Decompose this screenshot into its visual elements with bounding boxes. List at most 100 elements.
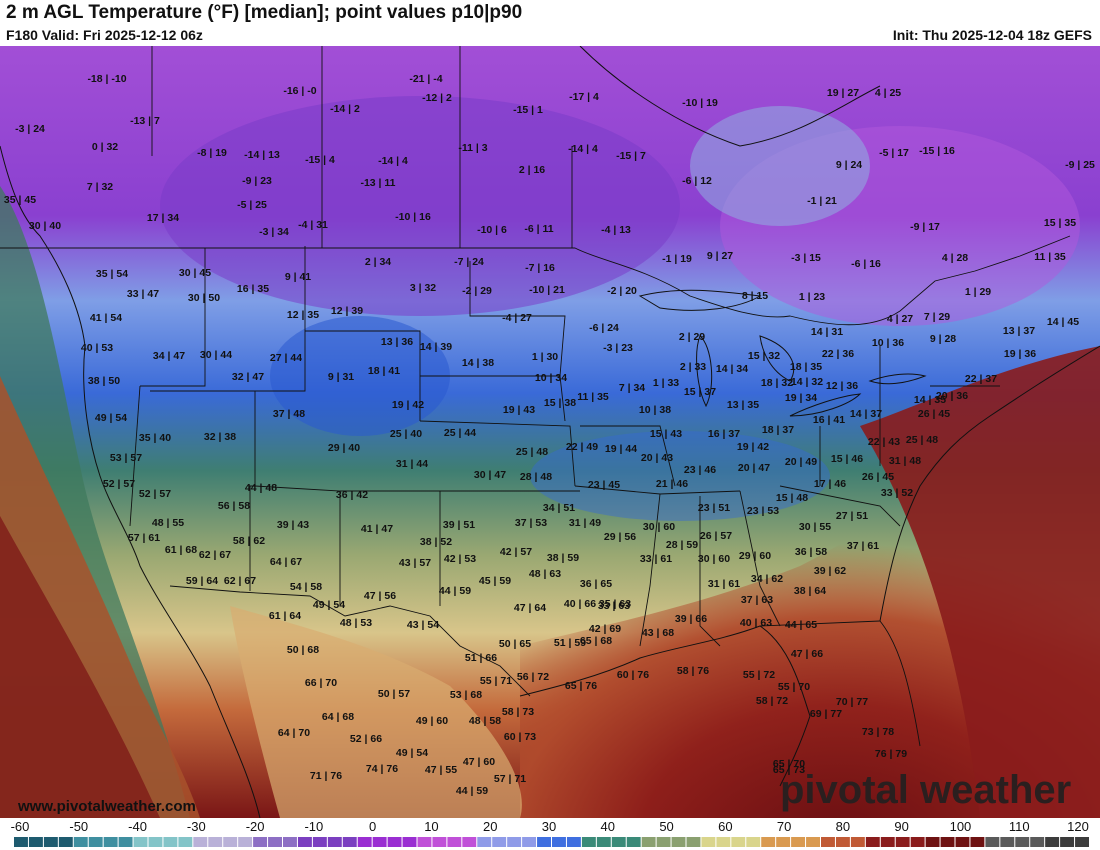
point-value-label: 18 | 41 [368,365,400,377]
point-value-label: 44 | 59 [439,585,471,597]
brand-logo: pivotal weather [780,768,1072,812]
point-value-label: 27 | 44 [270,352,302,364]
point-value-label: 8 | 15 [742,290,768,302]
point-value-label: -15 | 4 [305,154,335,166]
point-value-label: 9 | 24 [836,159,862,171]
point-value-label: 49 | 54 [313,599,345,611]
point-value-label: 35 | 54 [96,268,128,280]
point-value-label: 66 | 70 [305,677,337,689]
colorbar-segment [387,837,402,847]
point-value-label: -10 | 19 [682,97,718,109]
point-value-label: -3 | 15 [791,252,821,264]
colorbar-segment [402,837,417,847]
point-value-label: 14 | 34 [716,363,748,375]
colorbar-segment [58,837,73,847]
point-value-label: 29 | 40 [328,442,360,454]
point-value-label: 55 | 71 [480,675,512,687]
colorbar-segment [552,837,566,847]
init-time: Init: Thu 2025-12-04 18z GEFS [892,27,1092,43]
point-value-label: 41 | 54 [90,312,122,324]
point-value-label: 44 | 59 [456,785,488,797]
point-value-label: -9 | 17 [910,221,940,233]
point-value-label: 26 | 45 [918,408,950,420]
point-value-label: 41 | 47 [361,523,393,535]
point-value-label: 36 | 42 [336,489,368,501]
point-value-label: 30 | 40 [29,220,61,232]
colorbar-segment [611,837,626,847]
point-value-label: 17 | 46 [814,478,846,490]
point-value-label: 13 | 37 [1003,325,1035,337]
site-url: www.pivotalweather.com [18,798,196,815]
colorbar-segment [925,837,940,847]
point-value-label: 58 | 72 [756,695,788,707]
point-value-label: -6 | 12 [682,175,712,187]
point-value-label: 71 | 76 [310,770,342,782]
point-value-label: 20 | 36 [936,390,968,402]
point-value-label: 52 | 57 [139,488,171,500]
colorbar-segment [327,837,342,847]
point-value-label: 26 | 57 [700,530,732,542]
point-value-label: 15 | 48 [776,492,808,504]
point-value-label: -15 | 16 [919,145,955,157]
point-value-label: 39 | 62 [814,565,846,577]
point-value-label: 61 | 68 [165,544,197,556]
point-value-label: 57 | 71 [494,773,526,785]
point-value-label: 50 | 65 [499,638,531,650]
colorbar-tick-label: 120 [1067,819,1089,834]
point-value-label: 19 | 36 [1004,348,1036,360]
point-value-label: 25 | 44 [444,427,476,439]
mexico-warm [230,606,522,818]
point-value-label: 58 | 62 [233,535,265,547]
colorbar-segment [462,837,477,847]
colorbar-segment [43,837,58,847]
point-value-label: -21 | -4 [409,73,442,85]
colorbar-segment [14,837,28,847]
colorbar-segment [432,837,447,847]
atlantic-coastline [879,345,1100,622]
point-value-label: 60 | 76 [617,669,649,681]
pacific-coastline [0,145,261,818]
point-value-label: 40 | 66 [564,598,596,610]
point-value-label: -13 | 7 [130,115,160,127]
colorbar-segment [492,837,507,847]
point-value-label: 65 | 73 [773,764,805,776]
canada-cold-core [160,96,680,316]
point-value-label: 31 | 44 [396,458,428,470]
point-value-label: 9 | 41 [285,271,311,283]
point-value-label: 16 | 37 [708,428,740,440]
point-value-label: -18 | -10 [87,73,126,85]
colorbar-tick-label: 0 [369,819,377,834]
point-value-label: 7 | 32 [87,181,113,193]
point-value-label: 22 | 37 [965,373,997,385]
point-value-label: 30 | 47 [474,469,506,481]
colorbar-segment [821,837,835,847]
point-value-label: 12 | 35 [287,309,319,321]
colorbar-segment [522,837,537,847]
point-value-label: -10 | 6 [477,224,507,236]
colorbar-segment [806,837,820,847]
ohio-valley-cold [530,431,830,521]
point-value-label: 34 | 51 [543,502,575,514]
point-value-label: 55 | 72 [743,669,775,681]
point-value-label: 2 | 16 [519,164,545,176]
point-value-label: 7 | 29 [924,311,950,323]
atlantic-ocean-warm [860,346,1100,818]
point-value-label: 38 | 50 [88,375,120,387]
point-value-label: 55 | 70 [778,681,810,693]
colorbar-tick-label: 20 [482,819,498,834]
colorbar-segment [835,837,850,847]
colorbar-segment [223,837,238,847]
point-value-label: -7 | 24 [454,256,484,268]
colorbar-segment [791,837,806,847]
point-value-label: 57 | 61 [128,532,160,544]
point-value-label: 10 | 36 [872,337,904,349]
point-value-label: 2 | 29 [679,331,705,343]
point-value-label: -9 | 23 [242,175,272,187]
point-value-label: 9 | 28 [930,333,956,345]
point-value-label: 12 | 39 [331,305,363,317]
point-value-label: 64 | 70 [278,727,310,739]
colorbar-segment [507,837,522,847]
point-value-label: 33 | 63 [598,600,630,612]
colorbar-tick-label: 50 [659,819,674,834]
point-value-label: -5 | 25 [237,199,267,211]
